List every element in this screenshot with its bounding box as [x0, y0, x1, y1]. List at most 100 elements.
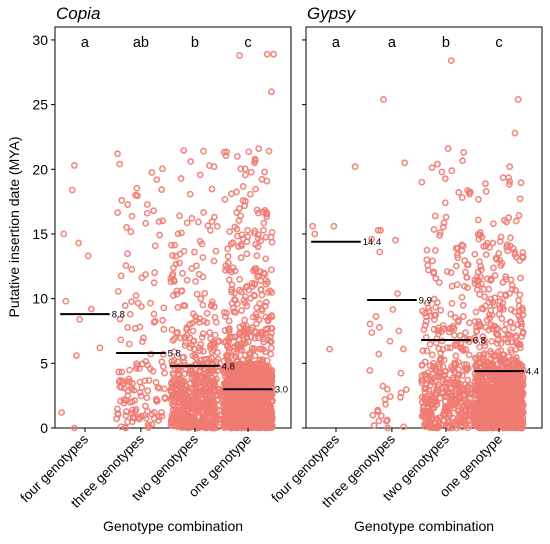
data-point [68, 186, 76, 194]
data-point [253, 273, 261, 281]
data-point [237, 165, 245, 173]
data-point [212, 411, 220, 419]
data-point [454, 254, 462, 261]
data-point [508, 338, 515, 346]
data-point [240, 296, 248, 304]
data-point [503, 241, 511, 249]
data-point [153, 176, 161, 184]
data-point [463, 261, 471, 269]
data-point [189, 310, 197, 318]
data-point [215, 402, 222, 409]
data-point [73, 352, 80, 359]
data-point [439, 223, 447, 231]
data-point [122, 424, 129, 432]
data-point [221, 424, 228, 432]
data-point [173, 329, 180, 337]
data-point [447, 344, 454, 352]
data-point [423, 246, 431, 254]
data-point [167, 278, 175, 286]
data-point [246, 424, 254, 432]
data-point [196, 237, 204, 245]
data-point [496, 304, 504, 312]
data-point [466, 422, 473, 430]
data-point [228, 399, 236, 407]
data-point [193, 290, 201, 298]
data-point [438, 421, 446, 429]
data-point [508, 419, 516, 427]
data-point [188, 214, 196, 222]
data-point [431, 212, 439, 220]
data-point [128, 212, 136, 220]
data-point [401, 159, 409, 167]
data-point [229, 239, 237, 247]
data-point [259, 413, 267, 421]
data-point [311, 230, 319, 238]
data-point [506, 331, 514, 339]
data-point [515, 212, 523, 219]
data-point [475, 358, 483, 366]
data-point [141, 377, 149, 385]
data-point [261, 348, 269, 356]
data-point [131, 324, 139, 332]
data-point [459, 313, 467, 320]
data-point [432, 247, 439, 254]
data-point [384, 424, 392, 432]
data-point [244, 327, 251, 334]
median-label: 8.8 [112, 310, 125, 321]
data-point [233, 369, 241, 377]
data-point [443, 393, 451, 400]
data-point [519, 329, 527, 337]
data-point [426, 390, 434, 398]
data-point [213, 223, 221, 230]
data-point [114, 209, 122, 217]
data-point [484, 383, 492, 390]
data-point [252, 185, 259, 193]
data-point [475, 387, 483, 395]
data-point [225, 267, 233, 274]
data-point [198, 418, 206, 426]
data-point [375, 417, 383, 425]
data-point [251, 367, 259, 375]
data-point [214, 338, 222, 346]
data-point [145, 376, 153, 384]
data-point [146, 365, 154, 373]
data-point [180, 302, 187, 309]
data-point [248, 324, 256, 332]
data-point [444, 145, 452, 152]
data-point [430, 316, 438, 324]
data-point [173, 287, 181, 295]
data-point [181, 370, 189, 378]
data-point [395, 327, 403, 335]
data-point [257, 237, 265, 245]
data-point [419, 307, 426, 315]
data-point [118, 196, 126, 204]
data-point [471, 250, 479, 258]
data-point [193, 262, 200, 270]
data-point [485, 385, 492, 393]
data-point [170, 371, 177, 379]
data-point [241, 401, 249, 408]
data-point [464, 387, 472, 395]
data-point [206, 329, 214, 336]
data-point [481, 336, 488, 344]
data-point [200, 147, 207, 155]
data-point [58, 409, 66, 416]
data-point [443, 375, 451, 383]
data-point [376, 248, 384, 256]
data-point [138, 274, 146, 282]
data-point [169, 361, 176, 369]
data-point [251, 352, 259, 360]
data-point [443, 405, 451, 413]
data-point [459, 347, 467, 355]
data-point [246, 375, 254, 383]
y-tick-label: 0 [40, 420, 48, 436]
data-point [62, 297, 70, 305]
data-point [177, 334, 185, 342]
data-point [430, 295, 438, 303]
data-point [258, 401, 266, 409]
data-point [239, 387, 246, 395]
data-point [199, 370, 207, 378]
data-point [228, 286, 236, 293]
data-point [223, 391, 231, 399]
data-point [250, 417, 257, 425]
